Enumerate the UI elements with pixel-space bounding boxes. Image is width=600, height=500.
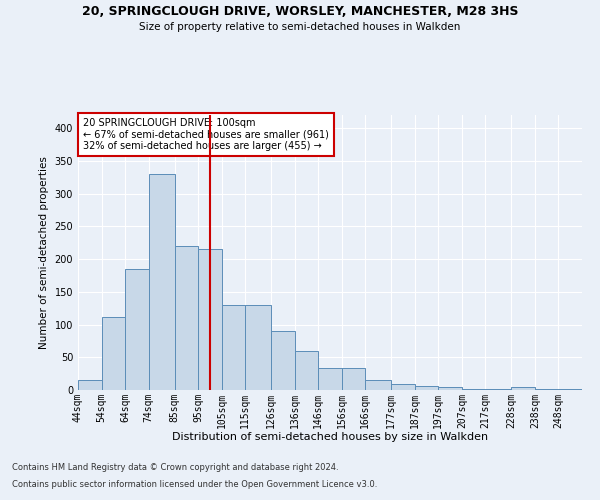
Y-axis label: Number of semi-detached properties: Number of semi-detached properties xyxy=(39,156,49,349)
Bar xyxy=(221,305,245,390)
Text: Distribution of semi-detached houses by size in Walkden: Distribution of semi-detached houses by … xyxy=(172,432,488,442)
Bar xyxy=(245,305,271,390)
Text: Contains public sector information licensed under the Open Government Licence v3: Contains public sector information licen… xyxy=(12,480,377,489)
Bar xyxy=(535,388,559,390)
Bar xyxy=(462,388,485,390)
Bar xyxy=(175,246,198,390)
Text: 20, SPRINGCLOUGH DRIVE, WORSLEY, MANCHESTER, M28 3HS: 20, SPRINGCLOUGH DRIVE, WORSLEY, MANCHES… xyxy=(82,5,518,18)
Text: Contains HM Land Registry data © Crown copyright and database right 2024.: Contains HM Land Registry data © Crown c… xyxy=(12,464,338,472)
Bar xyxy=(439,388,462,390)
Bar xyxy=(101,316,125,390)
Bar xyxy=(125,269,149,390)
Bar xyxy=(511,388,535,390)
Text: Size of property relative to semi-detached houses in Walkden: Size of property relative to semi-detach… xyxy=(139,22,461,32)
Bar xyxy=(391,384,415,390)
Bar xyxy=(415,386,439,390)
Bar xyxy=(78,380,101,390)
Bar xyxy=(198,249,221,390)
Bar xyxy=(149,174,175,390)
Bar xyxy=(295,350,318,390)
Bar xyxy=(318,368,342,390)
Bar xyxy=(365,380,391,390)
Bar xyxy=(271,331,295,390)
Bar xyxy=(559,388,582,390)
Text: 20 SPRINGCLOUGH DRIVE: 100sqm
← 67% of semi-detached houses are smaller (961)
32: 20 SPRINGCLOUGH DRIVE: 100sqm ← 67% of s… xyxy=(83,118,329,151)
Bar xyxy=(342,368,365,390)
